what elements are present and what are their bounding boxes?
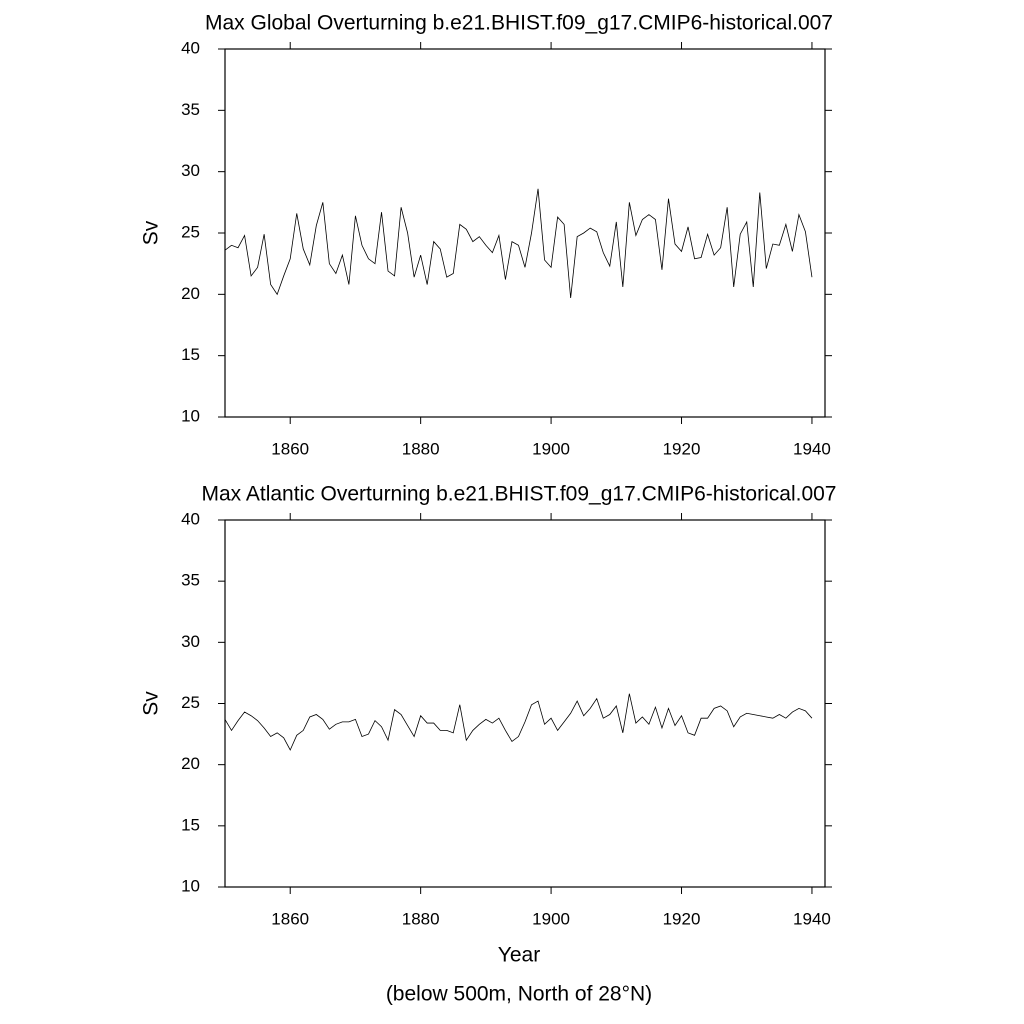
y-tick-label: 35 xyxy=(181,571,200,590)
y-tick-label: 30 xyxy=(181,632,200,651)
x-tick-label: 1940 xyxy=(793,909,831,928)
x-tick-label: 1920 xyxy=(663,909,701,928)
y-tick-label: 35 xyxy=(181,100,200,119)
y-tick-label: 40 xyxy=(181,38,200,57)
data-line xyxy=(224,188,813,299)
x-tick-label: 1860 xyxy=(271,439,309,458)
y-tick-label: 25 xyxy=(181,222,200,241)
y-tick-label: 15 xyxy=(181,345,200,364)
y-tick-label: 30 xyxy=(181,161,200,180)
y-tick-label: 25 xyxy=(181,693,200,712)
y-tick-label: 10 xyxy=(181,876,200,895)
x-axis-title: Year xyxy=(498,944,540,967)
x-tick-label: 1880 xyxy=(402,909,440,928)
y-tick-label: 40 xyxy=(181,509,200,528)
chart-title: Max Global Overturning b.e21.BHIST.f09_g… xyxy=(205,12,833,35)
y-tick-label: 15 xyxy=(181,815,200,834)
plot-frame xyxy=(224,519,826,888)
x-tick-label: 1900 xyxy=(532,439,570,458)
note: (below 500m, North of 28°N) xyxy=(386,983,652,1006)
chart-title: Max Atlantic Overturning b.e21.BHIST.f09… xyxy=(202,483,837,506)
y-tick-label: 20 xyxy=(181,754,200,773)
data-line xyxy=(224,693,813,751)
x-tick-label: 1920 xyxy=(663,439,701,458)
x-tick-label: 1860 xyxy=(271,909,309,928)
x-tick-label: 1940 xyxy=(793,439,831,458)
y-tick-label: 20 xyxy=(181,284,200,303)
x-tick-label: 1880 xyxy=(402,439,440,458)
y-tick-label: 10 xyxy=(181,406,200,425)
y-axis-title: Sv xyxy=(140,691,163,716)
x-tick-label: 1900 xyxy=(532,909,570,928)
y-axis-title: Sv xyxy=(140,220,163,245)
